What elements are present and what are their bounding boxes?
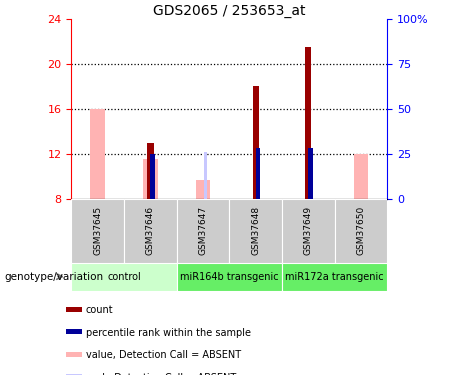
Bar <box>66 374 82 375</box>
Bar <box>124 199 177 262</box>
Text: value, Detection Call = ABSENT: value, Detection Call = ABSENT <box>86 350 241 360</box>
Bar <box>335 199 387 262</box>
Text: GSM37645: GSM37645 <box>93 206 102 255</box>
Text: GSM37650: GSM37650 <box>356 206 366 255</box>
Bar <box>253 86 259 199</box>
Bar <box>66 307 82 312</box>
Bar <box>282 262 387 291</box>
Bar <box>66 329 82 334</box>
Text: GSM37647: GSM37647 <box>199 206 207 255</box>
Bar <box>143 159 158 199</box>
Bar <box>177 262 282 291</box>
Text: GSM37649: GSM37649 <box>304 206 313 255</box>
Text: percentile rank within the sample: percentile rank within the sample <box>86 328 251 338</box>
Bar <box>66 352 82 357</box>
Bar <box>71 262 177 291</box>
Bar <box>229 199 282 262</box>
Title: GDS2065 / 253653_at: GDS2065 / 253653_at <box>153 4 306 18</box>
Bar <box>177 199 229 262</box>
Text: miR172a transgenic: miR172a transgenic <box>285 272 384 282</box>
Bar <box>204 152 207 199</box>
Bar <box>90 109 105 199</box>
Bar <box>256 148 260 199</box>
Text: count: count <box>86 305 113 315</box>
Bar <box>282 199 335 262</box>
Text: GSM37648: GSM37648 <box>251 206 260 255</box>
Text: GSM37646: GSM37646 <box>146 206 155 255</box>
Bar <box>305 47 312 199</box>
Bar <box>308 148 313 199</box>
Text: rank, Detection Call = ABSENT: rank, Detection Call = ABSENT <box>86 373 236 375</box>
Text: genotype/variation: genotype/variation <box>5 272 104 282</box>
Bar <box>195 180 210 199</box>
Bar <box>150 154 154 199</box>
Bar <box>354 154 368 199</box>
Text: miR164b transgenic: miR164b transgenic <box>180 272 278 282</box>
Bar <box>71 199 124 262</box>
Bar <box>147 142 154 199</box>
Text: control: control <box>107 272 141 282</box>
